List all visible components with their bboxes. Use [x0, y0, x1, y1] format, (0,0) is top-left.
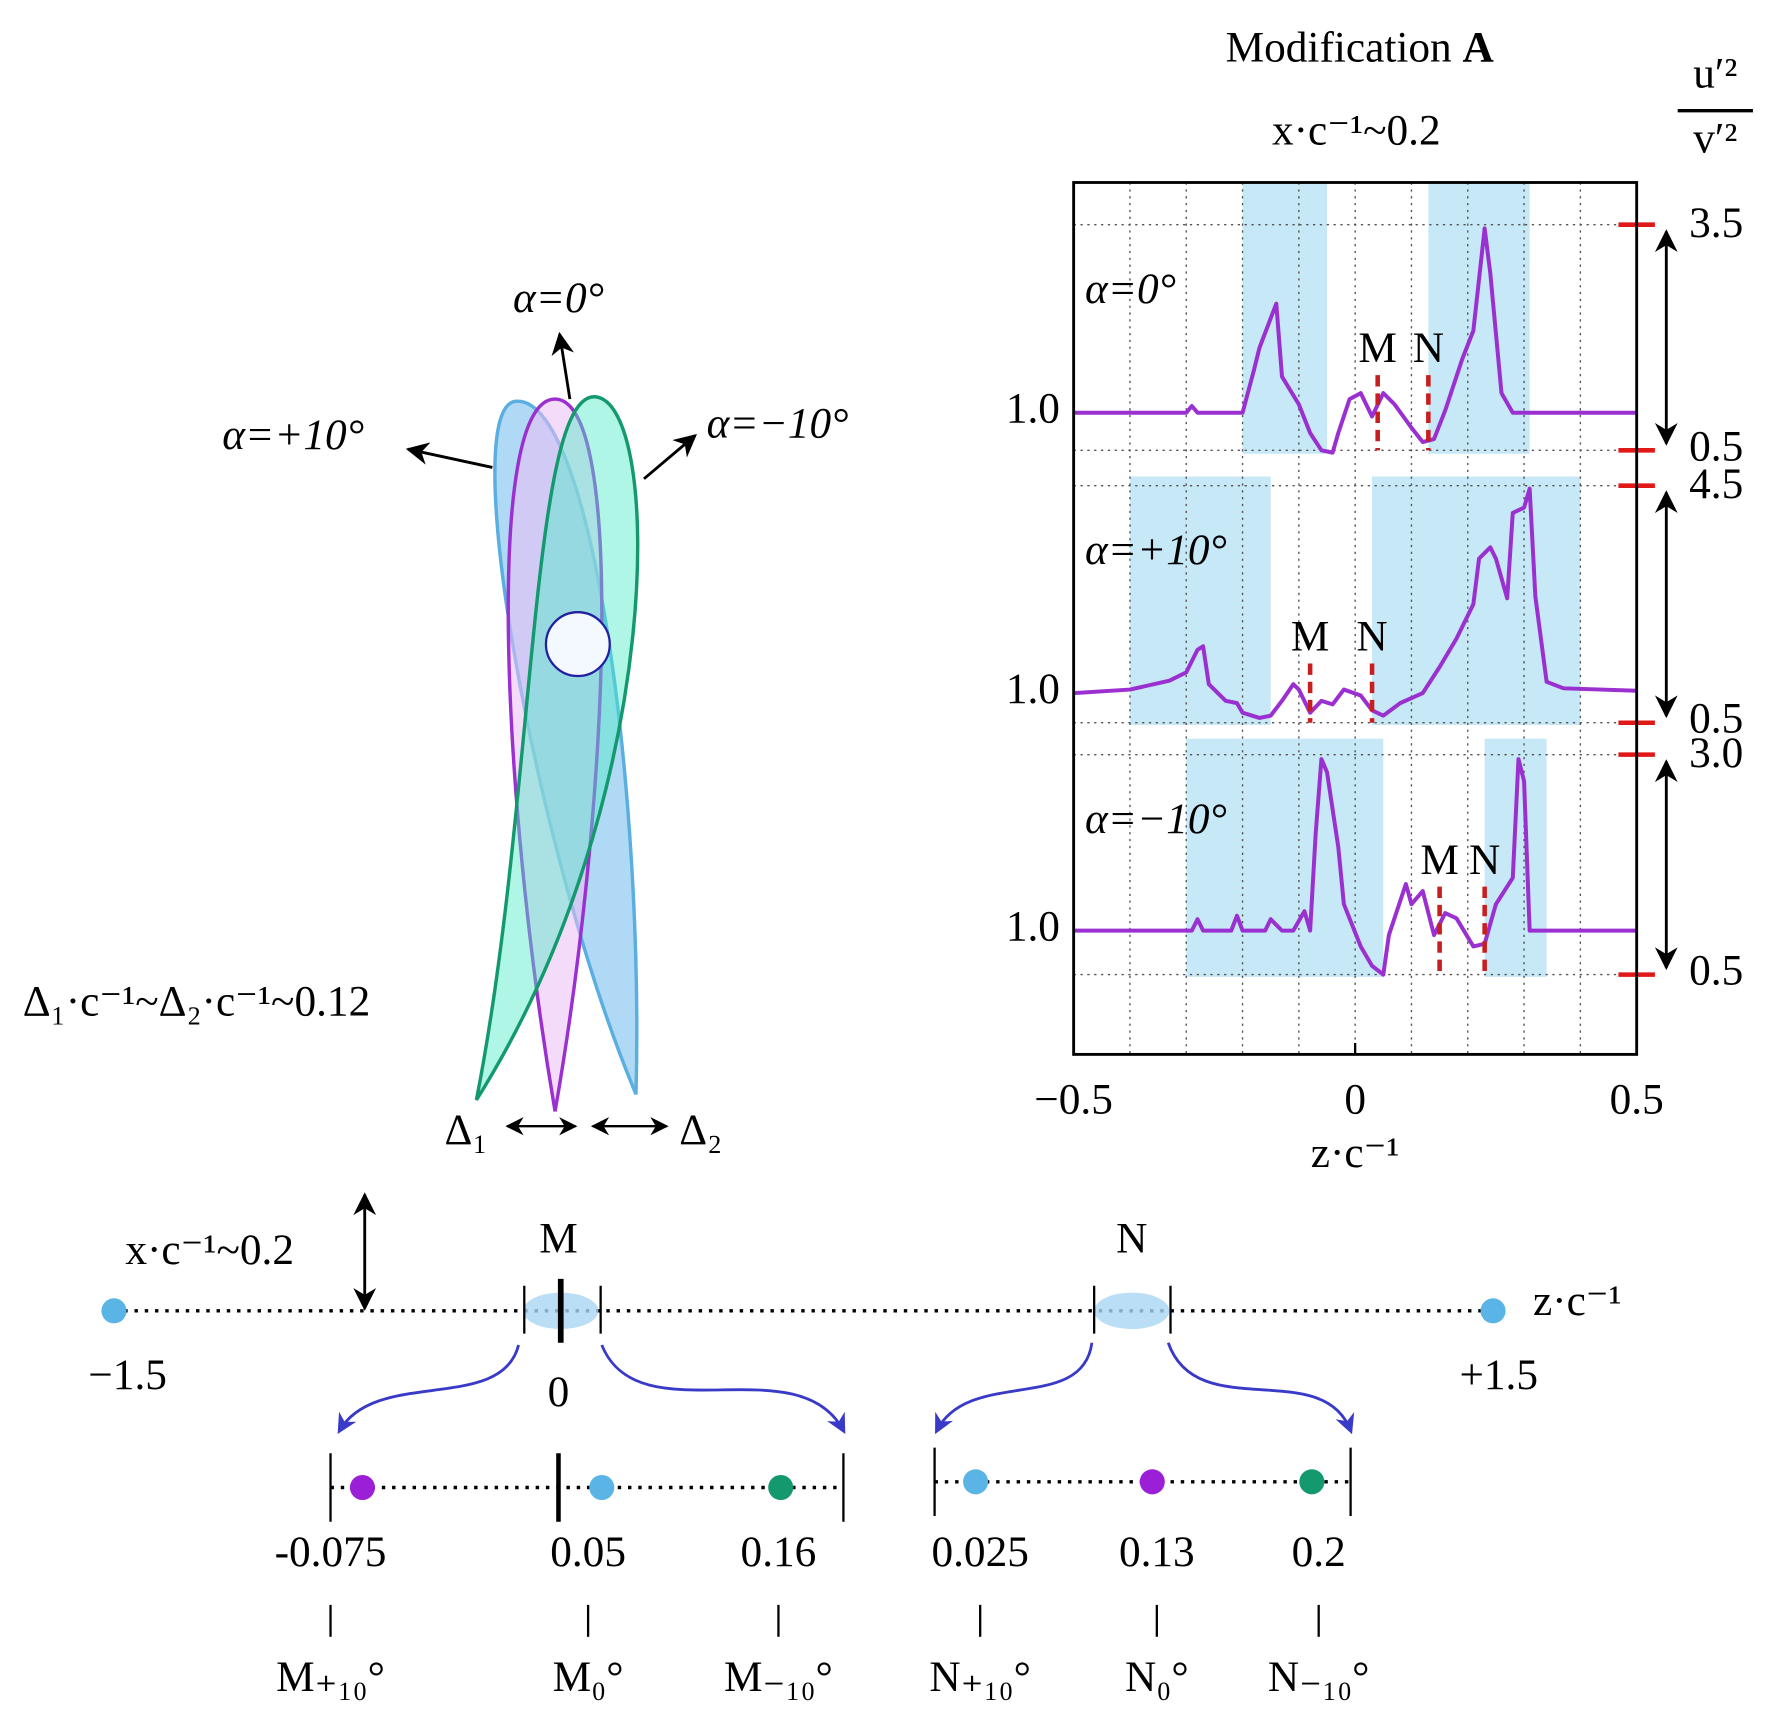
- axis-label: z·c⁻¹: [1533, 1277, 1622, 1325]
- point-dot: [589, 1474, 615, 1501]
- alpha-label: α=+10°: [222, 411, 364, 459]
- point-value: 0.05: [550, 1528, 626, 1576]
- expand-arrow: [600, 1344, 846, 1435]
- y-tick-label: 1.0: [1006, 665, 1060, 713]
- arrow: [405, 442, 493, 469]
- point-value: 0.2: [1292, 1528, 1346, 1576]
- marker-label: N: [1356, 613, 1387, 661]
- delta-label: Δ₁: [445, 1106, 488, 1154]
- point-dot: [349, 1474, 375, 1501]
- arrow: [643, 434, 697, 480]
- data-line: [1073, 486, 1637, 720]
- y-label-num: u′²: [1693, 50, 1737, 98]
- point-label: M₀°: [553, 1653, 624, 1701]
- x-axis-label: z·c⁻¹: [1311, 1129, 1400, 1177]
- panel-label: α=0°: [1085, 265, 1176, 313]
- scale-label: 3.0: [1689, 729, 1743, 777]
- point-label: N: [1116, 1214, 1147, 1262]
- chart-title: Modification A: [1226, 23, 1494, 71]
- plot-area: [1072, 182, 1638, 1055]
- end-label: −1.5: [88, 1351, 167, 1399]
- marker-label: N: [1413, 324, 1444, 372]
- marker-label: M: [1420, 836, 1459, 884]
- pivot: [544, 611, 611, 678]
- expand-arrow: [1166, 1342, 1355, 1435]
- shaded-region: [1242, 182, 1328, 454]
- scale-label: 0.5: [1689, 695, 1743, 743]
- point-label: M₊₁₀°: [276, 1653, 385, 1701]
- panel-label: α=−10°: [1085, 795, 1227, 843]
- shaded-region: [1186, 738, 1384, 977]
- marker-label: M: [1358, 324, 1397, 372]
- title-text: Modification: [1226, 23, 1452, 71]
- point-label: N₀°: [1125, 1653, 1189, 1701]
- offset-label: x·c⁻¹~0.2: [125, 1226, 294, 1274]
- marker-label: M: [1291, 613, 1330, 661]
- number-line: x·c⁻¹~0.2 z·c⁻¹ −1.5 +1.5 0 M N -0.075 M₊…: [88, 1192, 1622, 1701]
- subtitle: x·c⁻¹~0.2: [1272, 107, 1441, 155]
- zero-label: 0: [548, 1368, 570, 1416]
- shaded-region: [1372, 476, 1581, 726]
- point-dot: [1139, 1469, 1165, 1495]
- airfoil-minus10: [474, 395, 640, 1101]
- point-dot: [1299, 1469, 1325, 1495]
- point-value: 0.16: [741, 1528, 817, 1576]
- data-line: [1073, 757, 1637, 977]
- scale-label: 3.5: [1689, 199, 1743, 247]
- alpha-label: α=0°: [513, 274, 604, 322]
- delta-note: Δ₁·c⁻¹~Δ₂·c⁻¹~0.12: [23, 977, 370, 1025]
- scale-label: 4.5: [1689, 460, 1743, 508]
- point-label: M₋₁₀°: [724, 1653, 833, 1701]
- x-tick-label: −0.5: [1034, 1075, 1113, 1123]
- point-label: N₊₁₀°: [929, 1653, 1031, 1701]
- plot: Modification A x·c⁻¹~0.2 z·c⁻¹ u′² v′² −…: [1006, 23, 1753, 1177]
- end-dot: [101, 1298, 127, 1324]
- delta-label: Δ₂: [679, 1106, 722, 1154]
- expand-arrow: [337, 1344, 520, 1434]
- point-value: 0.13: [1119, 1528, 1195, 1576]
- end-label: +1.5: [1459, 1351, 1538, 1399]
- expand-arrow: [935, 1342, 1094, 1435]
- y-tick-label: 1.0: [1006, 385, 1060, 433]
- x-tick-label: 0.5: [1610, 1075, 1664, 1123]
- point-value: -0.075: [275, 1528, 387, 1576]
- point-value: 0.025: [931, 1528, 1028, 1576]
- x-tick-label: 0: [1344, 1075, 1366, 1123]
- shaded-region: [1129, 476, 1271, 726]
- point-dot: [963, 1469, 989, 1495]
- point-dot: [768, 1474, 794, 1501]
- scale-label: 0.5: [1689, 422, 1743, 470]
- data-line: [1073, 226, 1637, 455]
- panel-label: α=+10°: [1085, 526, 1227, 574]
- title-bold: A: [1463, 23, 1494, 71]
- region: [1094, 1292, 1170, 1330]
- y-tick-label: 1.0: [1006, 903, 1060, 951]
- alpha-label: α=−10°: [707, 399, 849, 447]
- point-label: M: [539, 1214, 578, 1262]
- y-label-den: v′²: [1693, 115, 1737, 163]
- airfoils: α=0° α=+10° α=−10° Δ₁·c⁻¹~Δ₂·c⁻¹~0.12 Δ₁…: [23, 274, 849, 1154]
- end-dot: [1480, 1298, 1506, 1324]
- marker-label: N: [1469, 836, 1500, 884]
- scale-label: 0.5: [1689, 947, 1743, 995]
- arrow: [551, 331, 575, 400]
- point-label: N₋₁₀°: [1268, 1653, 1370, 1701]
- plot-frame: [1072, 181, 1639, 1056]
